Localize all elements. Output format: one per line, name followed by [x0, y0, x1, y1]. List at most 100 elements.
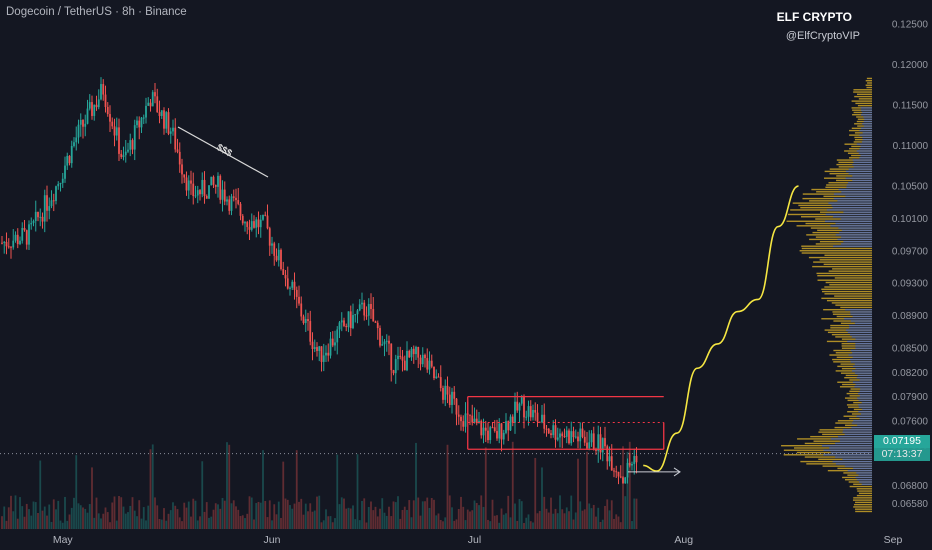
profile-bar-inner: [835, 442, 872, 445]
candle-body: [268, 228, 271, 246]
x-tick-label: Jun: [264, 534, 281, 546]
volume-bar: [5, 520, 8, 529]
volume-bar: [451, 507, 453, 529]
volume-bar: [43, 506, 46, 529]
volume-bar: [460, 496, 462, 529]
profile-bar-inner: [845, 308, 872, 311]
candle-body: [264, 214, 267, 216]
candle-body: [457, 414, 460, 417]
volume-bar: [271, 520, 273, 529]
volume-bar: [329, 516, 332, 529]
candle-body: [257, 219, 260, 228]
volume-bar: [383, 512, 386, 529]
profile-bar-inner: [835, 456, 872, 458]
profile-bar-inner: [852, 365, 872, 368]
profile-bar-inner: [839, 440, 872, 442]
volume-bar: [19, 497, 21, 529]
volume-bar: [131, 497, 134, 529]
profile-bar-inner: [847, 331, 872, 334]
profile-bar-inner: [837, 200, 872, 202]
volume-bar: [401, 509, 404, 529]
volume-bar: [313, 510, 316, 529]
candle-body: [473, 418, 476, 423]
profile-bar: [849, 485, 872, 488]
volume-bar: [66, 520, 69, 529]
candle-body: [190, 180, 192, 184]
candle-body: [552, 425, 555, 436]
volume-bar: [496, 515, 498, 529]
candle-body: [246, 222, 249, 228]
x-axis: May Jun Jul Aug Sep: [53, 534, 903, 546]
volume-bar: [120, 497, 123, 529]
candle-body: [545, 428, 548, 430]
profile-bar: [866, 86, 872, 89]
candle-body: [442, 387, 444, 400]
volume-bar: [532, 522, 534, 529]
profile-bar-inner: [848, 168, 872, 170]
profile-bar-inner: [823, 449, 872, 451]
volume-bar: [421, 501, 424, 529]
candle-body: [30, 222, 33, 225]
candle-body: [158, 112, 161, 116]
candle-body: [534, 409, 537, 413]
candle-body: [464, 413, 467, 427]
candle-body: [451, 391, 453, 405]
profile-bar-inner: [826, 209, 872, 211]
profile-bar-inner: [860, 413, 872, 415]
candle-body: [70, 146, 73, 164]
candle-body: [475, 418, 478, 424]
profile-bar: [801, 247, 872, 250]
volume-bar: [113, 496, 116, 529]
volume-bar: [25, 503, 28, 529]
profile-bar-inner: [835, 234, 872, 236]
profile-bar: [858, 492, 872, 495]
candle-body: [131, 140, 134, 150]
volume-bar: [259, 502, 262, 529]
volume-bar: [10, 495, 12, 529]
volume-bar: [307, 511, 309, 529]
projection: [628, 185, 799, 477]
volume-bar: [140, 518, 143, 529]
candle-body: [493, 427, 496, 432]
candle-body: [307, 318, 309, 322]
volume-bar: [88, 504, 91, 529]
candle-body: [336, 329, 339, 343]
profile-bar-inner: [860, 154, 872, 157]
candle-body: [453, 391, 456, 399]
candle-body: [25, 230, 28, 245]
volume-bar: [104, 507, 107, 529]
profile-bar-inner: [851, 422, 872, 424]
profile-bar-inner: [832, 216, 872, 218]
volume-bar: [250, 497, 253, 529]
profile-bar-inner: [861, 141, 872, 143]
volume-bar: [203, 511, 206, 529]
volume-bar: [244, 518, 246, 529]
candle-body: [394, 359, 397, 374]
profile-bar-inner: [849, 333, 872, 336]
profile-bar-inner: [858, 404, 872, 406]
volume-bar: [415, 442, 417, 529]
profile-bar: [822, 290, 872, 293]
volume-bar: [471, 510, 474, 529]
profile-bar: [865, 80, 872, 82]
volume-bar: [500, 508, 503, 529]
candle-body: [183, 174, 186, 178]
candle-body: [487, 430, 489, 441]
candle-body: [356, 310, 359, 315]
volume-bars: [1, 441, 638, 529]
candle-body: [210, 176, 213, 186]
candle-body: [196, 190, 199, 196]
volume-bar: [367, 506, 370, 529]
profile-bar-inner: [846, 184, 872, 186]
profile-bar-inner: [852, 370, 872, 372]
candle-body: [597, 434, 600, 451]
volume-bar: [613, 518, 615, 529]
profile-bar: [857, 490, 872, 492]
volume-bar: [633, 498, 636, 529]
candle-body: [460, 416, 462, 422]
candle-body: [169, 131, 172, 134]
volume-bar: [282, 461, 285, 529]
profile-bar: [858, 98, 872, 100]
